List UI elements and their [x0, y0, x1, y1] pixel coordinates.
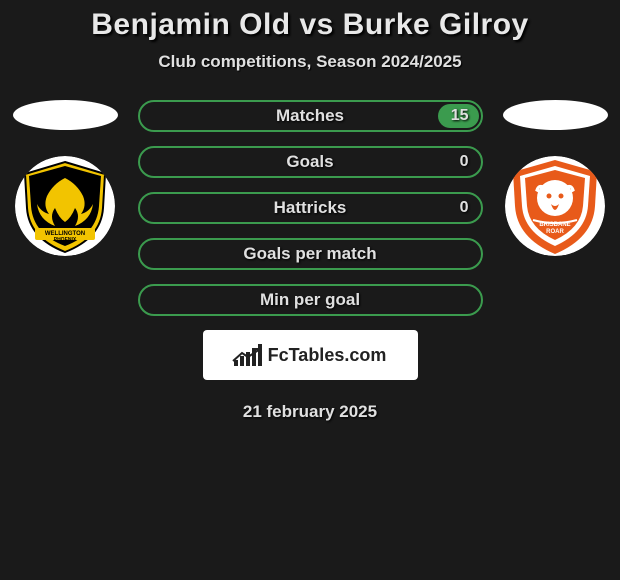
stat-row: Goals 0	[138, 146, 483, 178]
stat-label: Goals per match	[243, 244, 376, 264]
stat-label: Goals	[286, 152, 333, 172]
stat-label: Min per goal	[260, 290, 360, 310]
page-title: Benjamin Old vs Burke Gilroy	[0, 8, 620, 42]
stat-value-right: 15	[451, 107, 469, 125]
left-player-col: WELLINGTON PHOENIX	[13, 100, 118, 256]
svg-text:ROAR: ROAR	[546, 229, 564, 235]
chart-icon	[234, 344, 262, 366]
right-flag-icon	[503, 100, 608, 130]
brand-logo[interactable]: FcTables.com	[203, 330, 418, 380]
stat-row: Goals per match	[138, 238, 483, 270]
stat-row: Matches 15	[138, 100, 483, 132]
main-row: WELLINGTON PHOENIX Matches15Goals0Hattri…	[0, 100, 620, 316]
stat-row: Min per goal	[138, 284, 483, 316]
stat-label: Hattricks	[274, 198, 347, 218]
brand-text: FcTables.com	[268, 345, 387, 366]
right-player-col: BRISBANE ROAR	[503, 100, 608, 256]
svg-text:BRISBANE: BRISBANE	[539, 222, 570, 228]
comparison-card: Benjamin Old vs Burke Gilroy Club compet…	[0, 0, 620, 422]
left-flag-icon	[13, 100, 118, 130]
left-club-badge-icon: WELLINGTON PHOENIX	[15, 156, 115, 256]
subtitle: Club competitions, Season 2024/2025	[0, 52, 620, 72]
stats-column: Matches 15 Goals 0 Hattricks 0 Goals per match…	[138, 100, 483, 316]
date-line: 21 february 2025	[0, 402, 620, 422]
stat-value-right: 0	[460, 199, 469, 217]
svg-text:PHOENIX: PHOENIX	[54, 237, 77, 243]
stat-value-right: 0	[460, 153, 469, 171]
stat-label: Matches	[276, 106, 344, 126]
stat-row: Hattricks 0	[138, 192, 483, 224]
right-club-badge-icon: BRISBANE ROAR	[505, 156, 605, 256]
